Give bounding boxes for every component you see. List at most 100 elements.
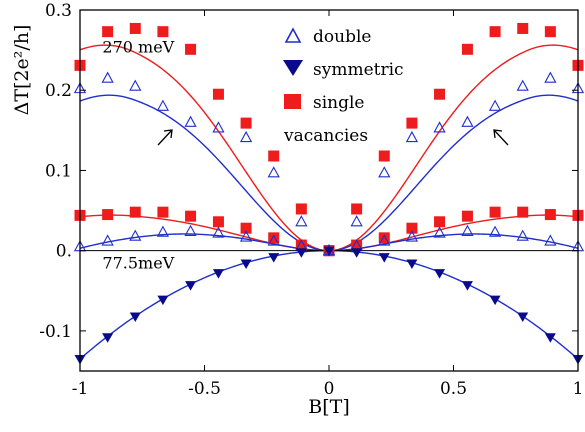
point-double xyxy=(488,225,502,237)
point-double xyxy=(516,79,529,91)
x-tick-label: 0.5 xyxy=(440,379,467,399)
point-symmetric xyxy=(212,269,224,279)
point-double xyxy=(212,121,225,133)
point-double xyxy=(544,71,557,83)
point-double xyxy=(461,115,474,127)
point-single xyxy=(240,117,252,129)
point-symmetric xyxy=(268,253,280,263)
point-double xyxy=(516,229,529,241)
legend-marker-double xyxy=(284,27,302,43)
y-tick-label: 0.2 xyxy=(45,81,72,101)
point-single xyxy=(157,206,169,218)
x-tick-label: -1 xyxy=(72,379,89,399)
point-single xyxy=(102,26,114,38)
point-symmetric xyxy=(461,281,473,291)
point-symmetric xyxy=(295,248,307,258)
x-tick-label: -0.5 xyxy=(188,379,221,399)
point-double xyxy=(184,224,197,236)
point-single xyxy=(157,26,169,38)
point-single xyxy=(212,216,224,228)
point-single xyxy=(185,43,197,55)
point-single xyxy=(544,26,556,38)
legend-label-double: double xyxy=(313,27,371,47)
point-double xyxy=(295,215,308,227)
point-single xyxy=(406,117,418,129)
point-symmetric xyxy=(323,246,335,257)
point-single xyxy=(489,26,501,38)
point-symmetric xyxy=(378,253,390,263)
point-single xyxy=(378,150,390,162)
data-markers xyxy=(73,22,585,365)
point-single xyxy=(434,88,446,100)
point-single xyxy=(129,206,141,218)
legend-marker-single xyxy=(284,94,301,109)
point-double xyxy=(405,130,419,143)
x-axis-title: B[T] xyxy=(308,396,349,418)
point-single xyxy=(461,210,473,222)
point-single xyxy=(240,222,252,234)
point-double xyxy=(184,115,197,127)
x-tick-label: 0 xyxy=(324,379,335,399)
annotation-270mev: 270 meV xyxy=(102,38,174,57)
point-double xyxy=(239,130,253,143)
point-double xyxy=(156,225,170,237)
point-symmetric xyxy=(406,259,418,270)
point-single xyxy=(185,210,197,222)
point-double xyxy=(267,234,280,246)
arrow-left xyxy=(157,129,173,146)
point-double xyxy=(212,226,225,238)
point-double xyxy=(129,229,142,241)
y-tick-label: 0. xyxy=(56,242,72,262)
point-single xyxy=(517,206,529,218)
point-single xyxy=(351,203,363,215)
y-tick-label: 0.3 xyxy=(45,1,72,21)
arrow-right xyxy=(493,129,509,146)
point-double xyxy=(156,99,170,111)
point-double xyxy=(433,121,446,133)
point-single xyxy=(129,22,141,34)
point-single xyxy=(517,22,529,34)
annotation-77-5mev: 77.5meV xyxy=(102,253,174,272)
point-double xyxy=(267,166,280,178)
y-tick-label: 0.1 xyxy=(45,161,72,181)
point-single xyxy=(406,222,418,234)
point-symmetric xyxy=(185,281,197,291)
y-tick-label: -0.1 xyxy=(39,322,72,342)
point-single xyxy=(295,239,307,251)
point-double xyxy=(488,99,502,111)
point-single xyxy=(434,216,446,228)
legend-label-vacancies: vacancies xyxy=(283,126,368,146)
point-double xyxy=(378,234,391,246)
point-single xyxy=(102,209,114,221)
point-symmetric xyxy=(489,295,501,306)
x-tick-label: 1 xyxy=(573,379,584,399)
point-single xyxy=(268,150,280,162)
point-symmetric xyxy=(240,259,252,270)
legend-marker-symmetric xyxy=(283,60,303,76)
point-symmetric xyxy=(102,333,114,343)
point-symmetric xyxy=(434,269,446,279)
point-symmetric xyxy=(351,248,363,258)
point-single xyxy=(295,203,307,215)
point-symmetric xyxy=(544,333,556,343)
legend: double symmetric single vacancies xyxy=(283,27,404,146)
point-double xyxy=(350,215,363,227)
point-single xyxy=(212,88,224,100)
point-double xyxy=(378,166,391,178)
point-double xyxy=(101,71,114,83)
point-double xyxy=(433,226,446,238)
point-double xyxy=(101,234,114,246)
point-double xyxy=(405,230,419,242)
point-double xyxy=(461,224,474,236)
point-single xyxy=(461,43,473,55)
point-single xyxy=(268,232,280,244)
legend-label-symmetric: symmetric xyxy=(313,60,404,80)
point-symmetric xyxy=(157,295,169,306)
point-single xyxy=(378,232,390,244)
point-double xyxy=(544,234,557,246)
point-symmetric xyxy=(129,312,141,322)
point-single xyxy=(351,239,363,251)
point-symmetric xyxy=(517,312,529,322)
y-axis-title: ΔT[2e²/h] xyxy=(11,25,33,116)
